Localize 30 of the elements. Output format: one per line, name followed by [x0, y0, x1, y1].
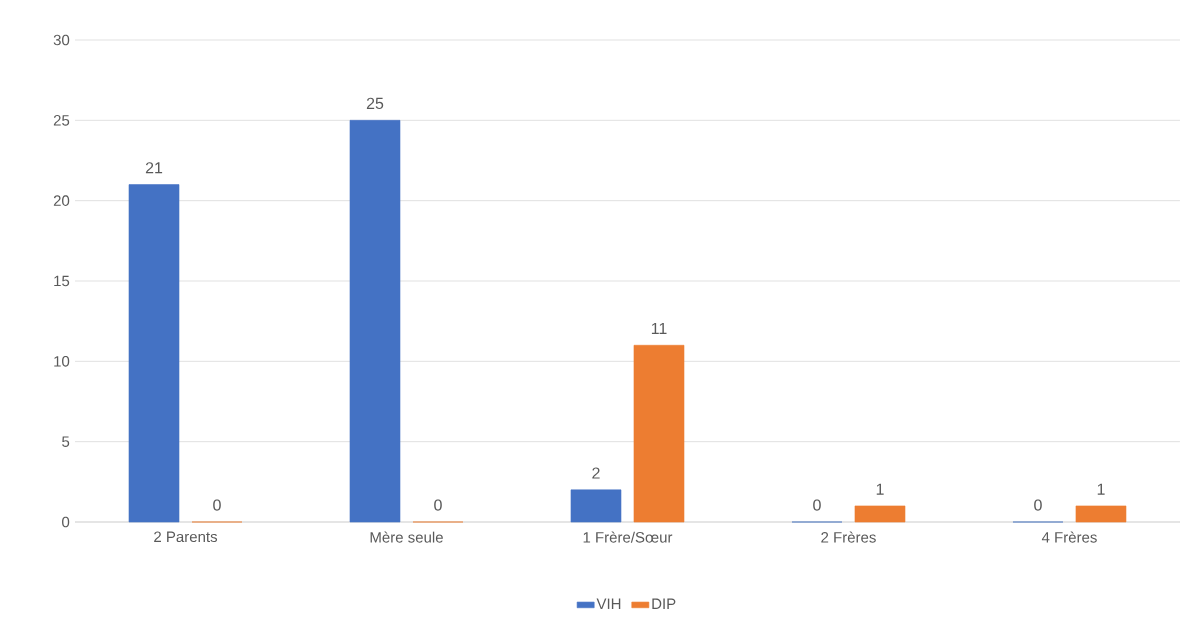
data-label: 21 [145, 162, 163, 174]
bar [128, 184, 180, 523]
y-tick-label: 5 [62, 436, 70, 447]
y-tick-label: 30 [53, 34, 70, 46]
data-label: 0 [213, 499, 221, 511]
bar [854, 505, 906, 523]
data-label: 2 [592, 467, 600, 479]
data-label: 0 [1034, 499, 1042, 511]
bar [349, 120, 401, 523]
data-label: 0 [813, 499, 821, 511]
x-tick-label: 2 Frères [821, 531, 876, 543]
x-tick-label: 2 Parents [154, 531, 218, 543]
data-label: 25 [366, 97, 384, 110]
data-label: 0 [434, 499, 442, 511]
y-tick-label: 0 [62, 516, 70, 528]
data-label: 11 [651, 322, 667, 334]
y-tick-label: 20 [53, 195, 70, 206]
bar [570, 489, 622, 523]
y-tick-label: 10 [54, 356, 70, 367]
legend-label: DIP [652, 598, 676, 609]
legend-label: VIH [596, 598, 621, 609]
data-label: 1 [876, 483, 884, 495]
data-label: 1 [1097, 483, 1105, 495]
x-tick-label: 1 Frère/Sœur [583, 531, 673, 543]
bar [633, 344, 685, 523]
x-tick-label: 4 Frères [1041, 531, 1097, 543]
y-tick-label: 15 [54, 275, 70, 287]
x-tick-label: Mère seule [370, 531, 443, 543]
bar [1075, 505, 1127, 523]
y-tick-label: 25 [53, 115, 70, 126]
